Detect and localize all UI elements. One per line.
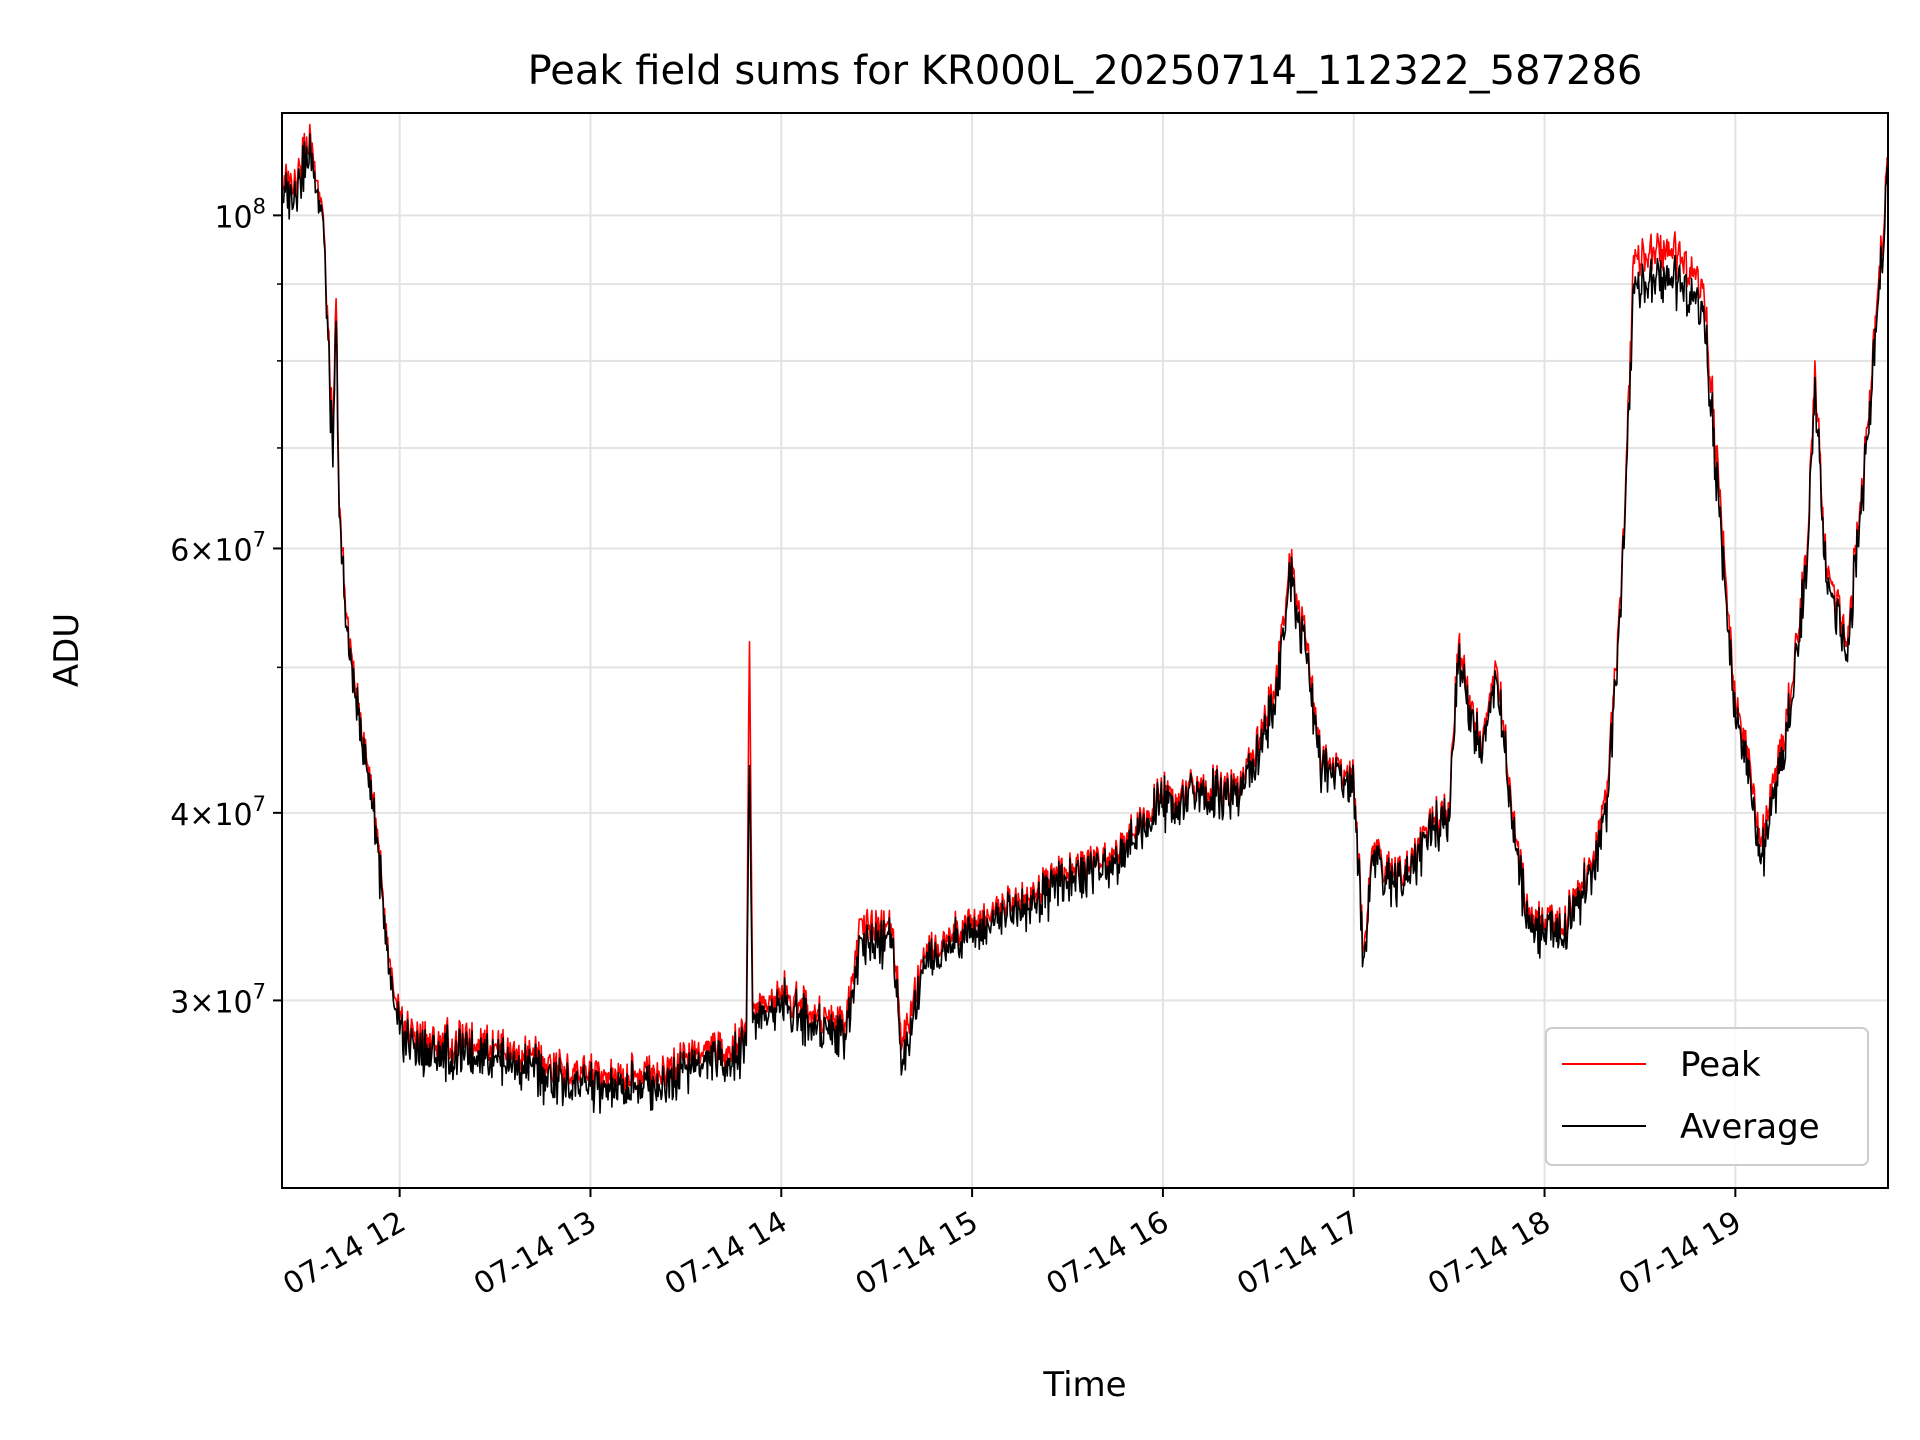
series-line-average [282,133,1888,1114]
grid [282,113,1888,1188]
legend: Peak Average [1545,1027,1869,1166]
legend-label-peak: Peak [1680,1045,1761,1085]
y-tick-label: 4×107 [170,792,266,833]
plot-frame [281,112,1889,1189]
x-axis-label: Time [1042,1365,1126,1405]
y-tick-label: 3×107 [170,979,266,1020]
chart-title: Peak field sums for KR000L_20250714_1123… [528,48,1643,94]
y-tick-label: 6×107 [170,527,266,568]
legend-label-average: Average [1680,1107,1820,1147]
series-layer [282,123,1888,1114]
legend-box [1545,1027,1869,1166]
y-axis-label: ADU [47,613,87,687]
